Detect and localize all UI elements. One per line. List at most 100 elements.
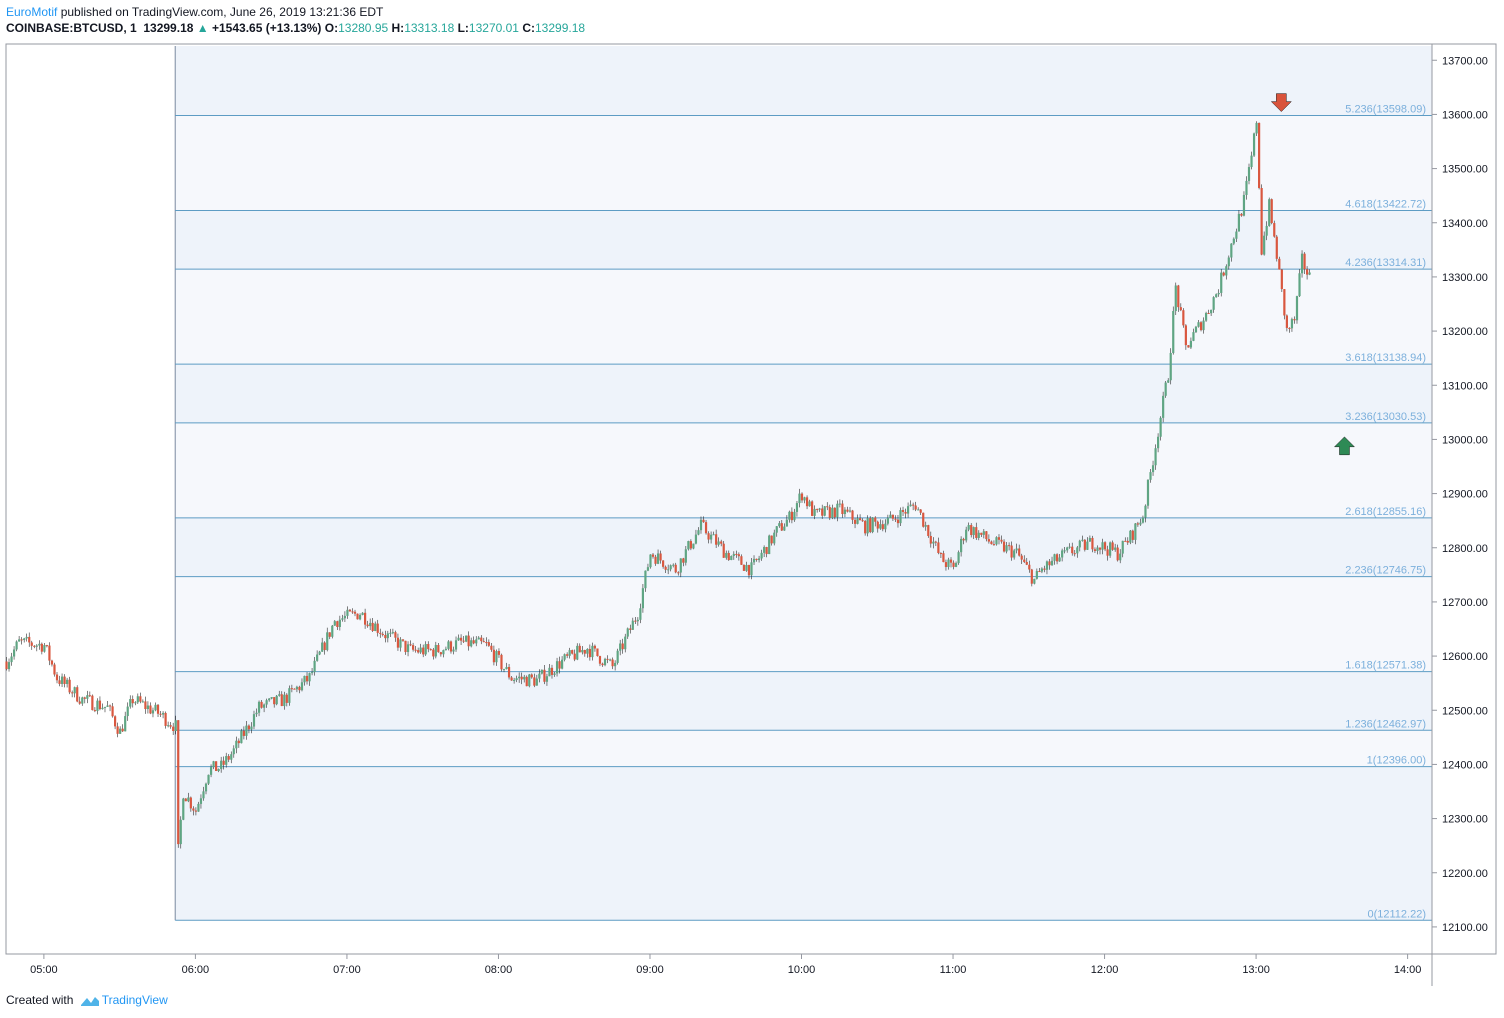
ohlc-line: COINBASE:BTCUSD, 1 13299.18 ▲ +1543.65 (… [6, 20, 1496, 36]
candle-body [273, 697, 276, 705]
candle-body [1063, 550, 1066, 552]
candle-body [237, 740, 240, 744]
footer: Created with TradingView [6, 992, 168, 1008]
candle-body [864, 520, 867, 534]
candle-body [194, 810, 198, 812]
candle-body [1295, 296, 1299, 321]
candle-body [305, 675, 309, 682]
candle-body [300, 682, 304, 691]
candle-body [555, 661, 559, 674]
candle-body [131, 699, 134, 704]
candle-body [982, 531, 985, 535]
candle-body [601, 663, 604, 666]
candle-body [997, 537, 1001, 540]
candle-body [631, 620, 634, 630]
candle-body [507, 666, 511, 678]
candle-body [636, 619, 639, 622]
candle-body [1210, 309, 1213, 314]
candle-body [351, 611, 354, 613]
fib-band [175, 46, 1433, 116]
candle-body [727, 552, 730, 561]
candle-body [884, 523, 887, 530]
publish-line: EuroMotif published on TradingView.com, … [6, 4, 1496, 20]
candle-body [588, 648, 591, 658]
candle-body [424, 644, 427, 655]
candle-body [901, 510, 905, 513]
candle-body [848, 510, 852, 512]
candle-body [25, 636, 28, 639]
candle-body [1096, 547, 1099, 551]
candle-body [91, 695, 94, 711]
candle-body [1222, 272, 1225, 276]
candle-body [624, 636, 627, 650]
candle-body [93, 710, 96, 712]
candle-body [462, 640, 465, 642]
price-axis[interactable]: 13700.00 13600.00 13500.00 13400.00 13300.00… [1432, 55, 1488, 934]
candle-body [103, 706, 107, 708]
candle-body [1258, 122, 1261, 189]
candle-body [1298, 273, 1301, 297]
candle-body [280, 694, 283, 707]
time-axis[interactable]: 05:00 06:00 07:00 08:00 09:00 10:00 11:00 12:00… [30, 954, 1421, 976]
arrow-up-icon [1333, 436, 1356, 456]
fib-lines [174, 46, 1432, 921]
candle-body [187, 797, 190, 802]
candle-body [497, 651, 501, 655]
candle-body [1194, 326, 1198, 333]
candle-body [86, 695, 89, 699]
candle-body [427, 644, 430, 650]
candle-body [1300, 253, 1304, 274]
candle-body [164, 712, 167, 726]
candle-body [1247, 167, 1251, 181]
candles [5, 121, 1311, 849]
candle-body [113, 716, 117, 727]
fib-level-label: 1(12396.00) [1367, 755, 1426, 767]
candle-body [467, 635, 470, 647]
close-value: 13299.18 [535, 21, 586, 35]
candle-body [816, 508, 819, 510]
candle-body [798, 493, 801, 504]
candle-body [1005, 545, 1008, 552]
candle-body [634, 620, 637, 622]
candle-body [396, 637, 400, 648]
candle-body [707, 533, 710, 540]
candle-body [677, 572, 680, 574]
candle-body [58, 680, 61, 684]
candle-body [1260, 188, 1263, 255]
candle-body [222, 760, 225, 765]
candle-body [876, 521, 879, 529]
candle-body [858, 518, 862, 521]
author-link[interactable]: EuroMotif [6, 5, 58, 19]
candle-body [985, 531, 988, 540]
fib-band [175, 364, 1433, 423]
candle-body [475, 639, 478, 644]
candle-body [659, 553, 662, 561]
candle-body [250, 726, 253, 730]
candle-body [53, 664, 56, 675]
candle-body [255, 712, 258, 715]
candle-body [740, 556, 743, 565]
candle-body [1184, 325, 1187, 346]
candle-body [1048, 561, 1051, 566]
candle-body [1061, 550, 1064, 558]
time-tick-label: 14:00 [1394, 964, 1422, 976]
candle-body [401, 639, 405, 641]
candle-body [788, 511, 791, 520]
candle-body [1172, 311, 1175, 353]
candle-body [257, 701, 261, 713]
candle-body [818, 508, 821, 510]
candle-body [1220, 272, 1223, 293]
candle-body [525, 676, 528, 687]
candle-body [134, 702, 137, 704]
candle-body [942, 553, 945, 563]
candle-body [702, 519, 705, 523]
candle-body [439, 652, 442, 655]
candle-body [487, 642, 490, 646]
tradingview-brand[interactable]: TradingView [101, 993, 168, 1007]
candle-body [1144, 505, 1147, 518]
candle-body [518, 676, 521, 679]
time-tick-label: 12:00 [1091, 964, 1119, 976]
price-chart[interactable]: 5.236(13598.09) 4.618(13422.72) 4.236(1331… [0, 40, 1504, 986]
candle-body [422, 647, 425, 655]
candle-body [1252, 133, 1256, 156]
